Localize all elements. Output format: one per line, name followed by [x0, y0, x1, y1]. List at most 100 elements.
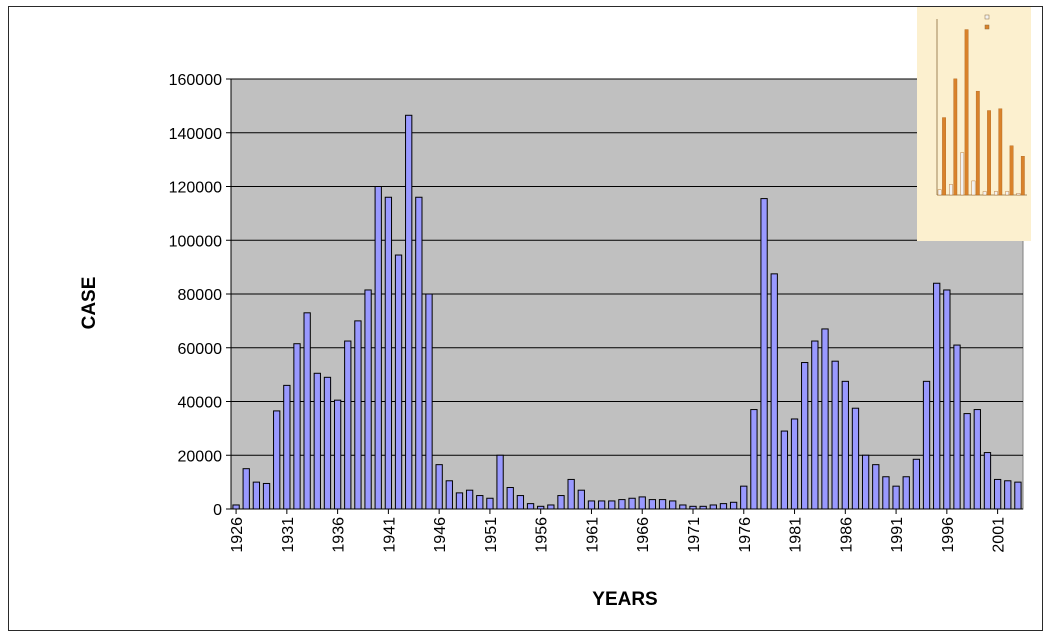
- bar: [831, 360, 839, 510]
- bar: [973, 409, 981, 510]
- bar: [374, 186, 382, 510]
- bar: [983, 452, 992, 510]
- x-tick-labels: 1926 1931 1936 1941 1946 1951 1956 1961 1966 1971…: [229, 517, 1008, 553]
- inset-bar: [971, 180, 976, 196]
- bar: [790, 418, 799, 510]
- inset-bar: [953, 78, 958, 196]
- bar: [902, 476, 910, 510]
- y-tick-label: 160000: [169, 72, 222, 89]
- bar: [709, 504, 717, 510]
- inset-legend-swatch: [984, 14, 990, 20]
- x-tick-label: 1946: [432, 517, 449, 553]
- bar: [384, 196, 393, 510]
- bar: [425, 293, 433, 510]
- gridlines: [226, 78, 1023, 510]
- x-tick-label: 1971: [686, 517, 703, 553]
- bar: [232, 504, 240, 510]
- y-tick-label: 0: [213, 502, 222, 519]
- bar: [608, 500, 616, 510]
- bar: [567, 478, 575, 510]
- x-tick-label: 1936: [331, 517, 348, 553]
- bar: [892, 485, 900, 510]
- bar: [770, 273, 778, 510]
- x-tick-label: 1986: [838, 517, 855, 553]
- bar: [333, 399, 342, 510]
- bar: [943, 289, 951, 510]
- bar: [394, 254, 403, 510]
- y-tick-label: 40000: [178, 395, 223, 412]
- bar: [963, 413, 971, 510]
- bar: [496, 454, 504, 510]
- bar: [1014, 481, 1022, 510]
- x-tick-label: 1991: [889, 517, 906, 553]
- bar: [669, 500, 677, 510]
- x-tick-label: 1956: [534, 517, 551, 553]
- bar: [303, 312, 311, 510]
- bar: [273, 410, 281, 510]
- bar: [506, 487, 514, 510]
- bar: [526, 503, 535, 510]
- bar: [516, 495, 525, 510]
- bar: [953, 344, 961, 510]
- bar: [811, 340, 819, 510]
- inset-legend-swatch: [984, 24, 990, 30]
- inset-bar: [982, 191, 987, 196]
- bar: [872, 464, 880, 510]
- y-tick-label: 80000: [178, 287, 223, 304]
- y-tick-label: 60000: [178, 341, 223, 358]
- bar: [557, 495, 565, 510]
- bar: [658, 499, 667, 510]
- inset-bar: [949, 184, 953, 196]
- inset-bar: [987, 110, 991, 196]
- bar: [313, 372, 321, 510]
- bar-chart: 0 20000 40000 60000 80000 100000 120000 140000 1…: [79, 72, 1024, 610]
- bar: [283, 384, 291, 510]
- inset-bar: [1005, 191, 1010, 196]
- x-tick-label: 1926: [229, 517, 246, 553]
- bar: [821, 328, 829, 510]
- inset-bar: [975, 90, 980, 196]
- bar: [445, 480, 453, 510]
- bar: [993, 478, 1002, 510]
- bar: [1004, 480, 1012, 510]
- bar: [597, 500, 606, 510]
- x-tick-label: 1961: [584, 517, 601, 553]
- bar: [364, 289, 372, 510]
- bar: [465, 489, 474, 510]
- bar: [547, 504, 555, 510]
- bar: [648, 499, 657, 510]
- bar: [455, 492, 464, 510]
- bar: [912, 458, 921, 510]
- bar: [587, 500, 596, 510]
- bar: [882, 476, 890, 510]
- y-tick-labels: 0 20000 40000 60000 80000 100000 120000 140000 1…: [169, 72, 222, 519]
- x-tick-label: 1951: [483, 517, 500, 553]
- bar: [415, 196, 423, 510]
- inset-bar: [1020, 156, 1025, 196]
- x-tick-label: 1996: [940, 517, 957, 553]
- bar: [760, 198, 768, 510]
- bar: [679, 504, 687, 510]
- bar: [252, 481, 261, 510]
- y-tick-label: 140000: [169, 126, 222, 143]
- bar: [486, 497, 494, 510]
- inset-bar: [942, 117, 946, 196]
- bar: [780, 430, 789, 510]
- inset-bar: [998, 108, 1003, 196]
- bar: [719, 503, 728, 510]
- y-tick-label: 100000: [169, 233, 222, 250]
- bar: [293, 343, 301, 510]
- bar: [750, 409, 758, 510]
- x-tick-label: 2001: [991, 517, 1008, 553]
- x-tick-label: 1981: [788, 517, 805, 553]
- bar: [242, 468, 250, 510]
- bar: [323, 376, 332, 510]
- bar: [729, 501, 738, 510]
- bar: [922, 380, 931, 510]
- x-axis-title: YEARS: [592, 589, 657, 610]
- bar: [405, 114, 413, 510]
- bar: [618, 499, 626, 510]
- bar: [933, 282, 941, 510]
- y-tick-label: 20000: [178, 448, 223, 465]
- bar: [577, 489, 585, 510]
